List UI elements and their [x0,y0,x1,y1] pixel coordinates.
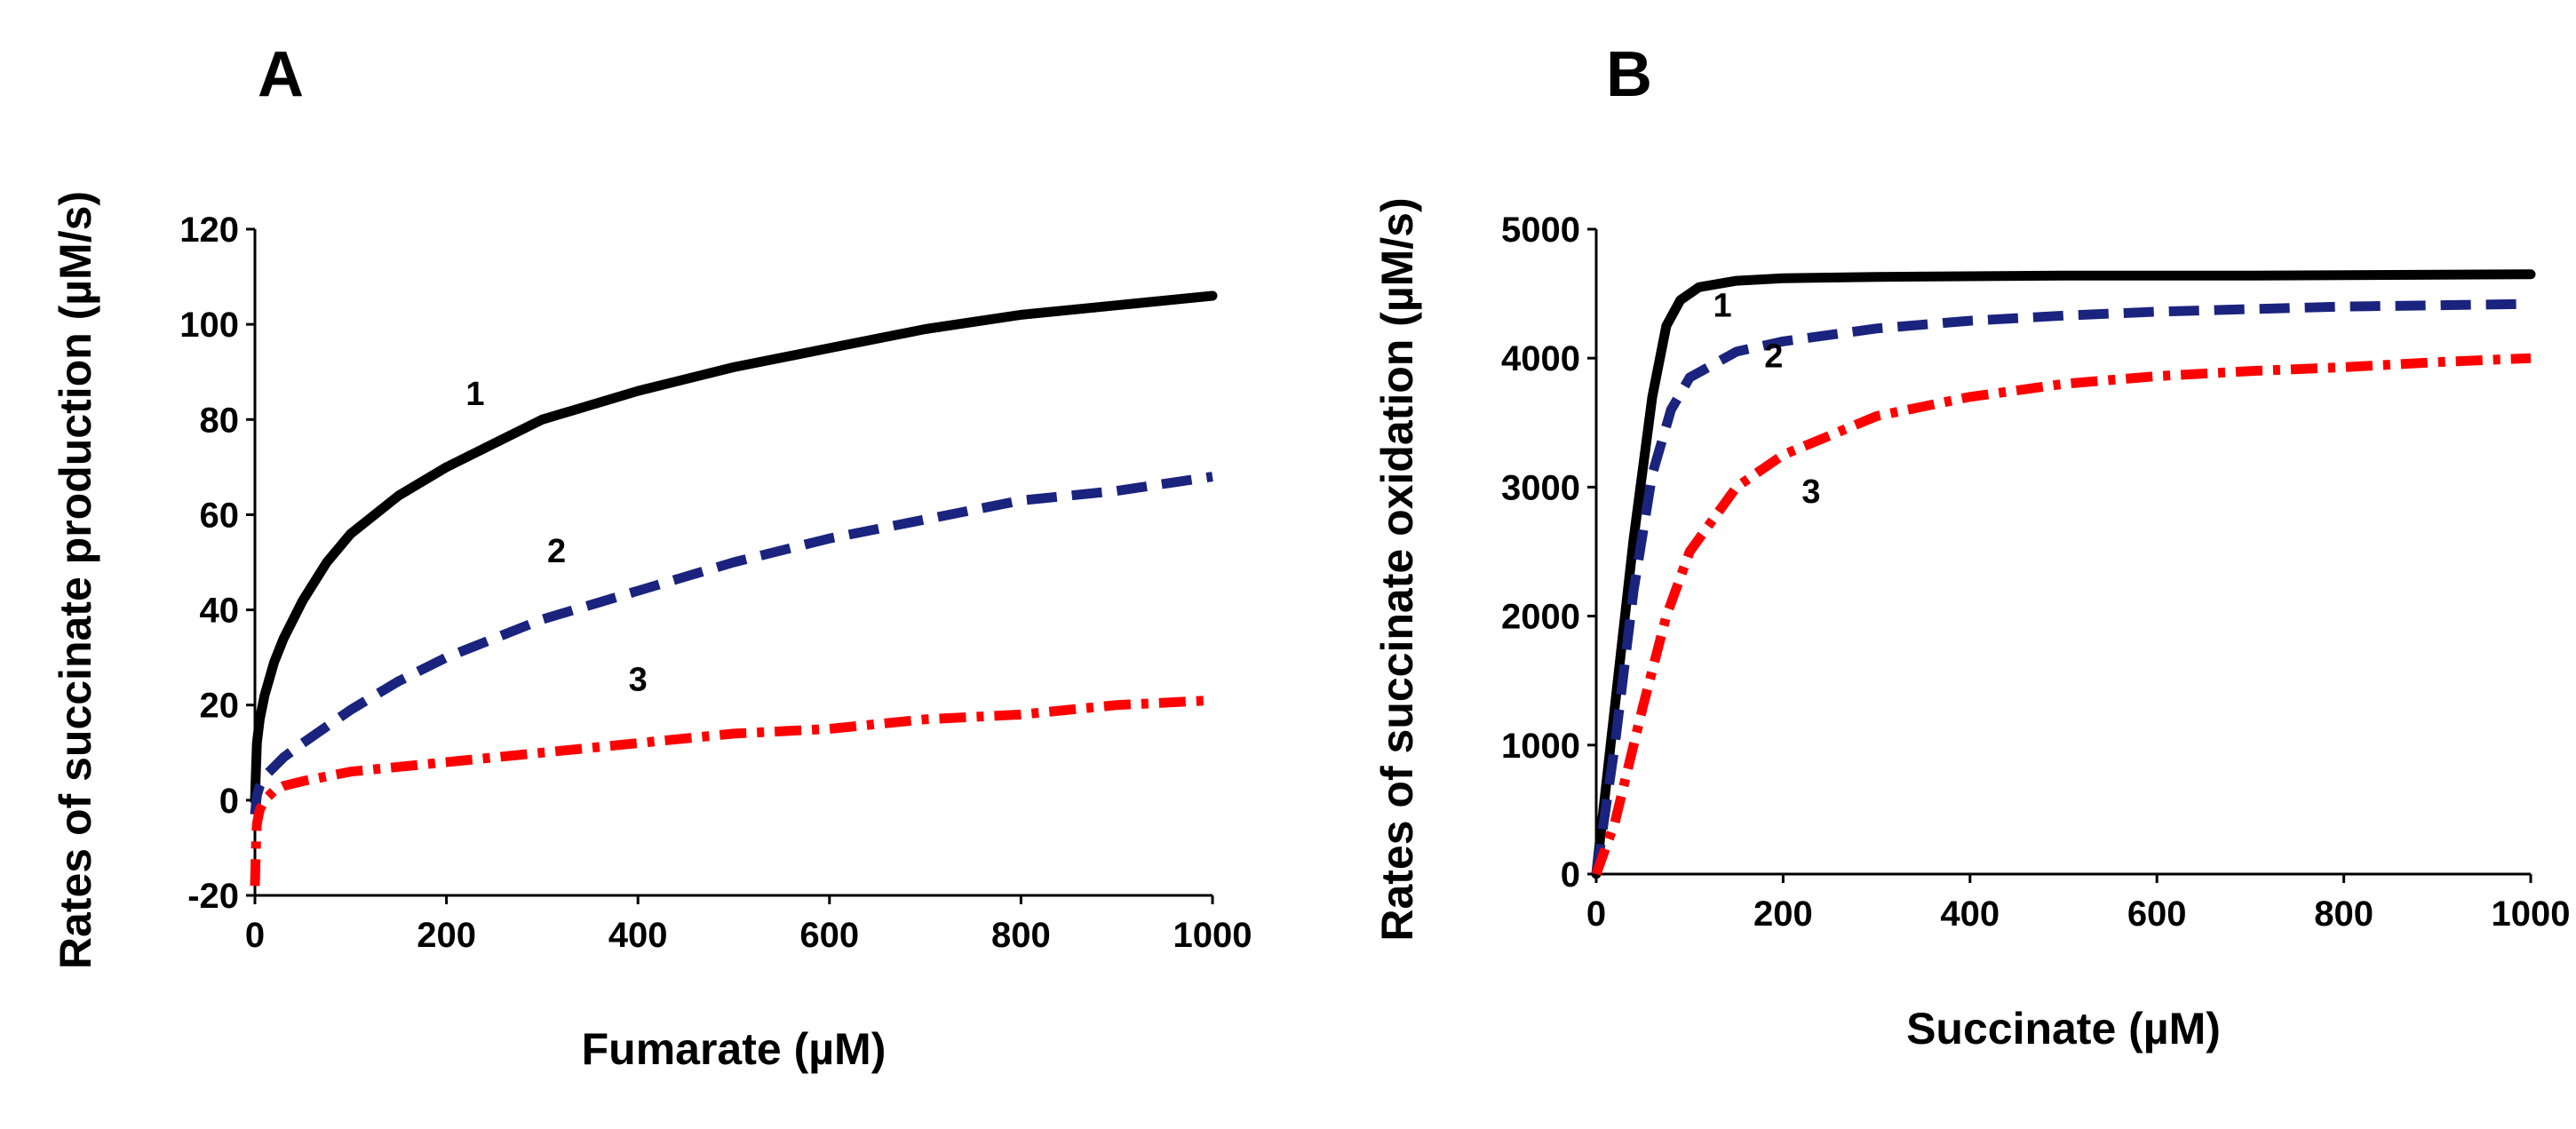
series-1-label: 1 [1713,288,1731,325]
y-tick-label: 100 [179,306,239,345]
y-tick-label: 20 [200,687,240,726]
x-tick-label: 800 [991,916,1051,955]
y-tick-label: 2000 [1501,598,1580,637]
y-tick-label: 5000 [1501,211,1580,250]
y-tick-label: 80 [200,401,240,440]
x-tick-label: 200 [1753,894,1813,934]
x-axis-title: Succinate (µM) [1906,1004,2221,1053]
x-tick-label: 1000 [2492,894,2571,934]
series-2-label: 2 [1764,338,1783,375]
y-tick-label: 0 [1561,855,1580,894]
y-tick-label: 60 [200,496,240,535]
series-2-line [250,472,1213,815]
series-3-label: 3 [1801,473,1820,511]
x-tick-label: 600 [799,916,859,955]
x-tick-label: 200 [417,916,476,955]
x-tick-label: 400 [608,916,668,955]
y-axis-title: Rates of succinate oxidation (µM/s) [1372,197,1422,941]
series-2-label: 2 [547,533,566,570]
y-tick-label: 3000 [1501,468,1580,507]
y-tick-label: 120 [179,211,239,250]
x-tick-label: 800 [2314,894,2373,934]
series-1-line [1591,269,2536,879]
x-tick-label: 600 [2127,894,2187,934]
x-axis-title: Fumarate (µM) [582,1024,886,1074]
panel-letter: B [1606,39,1652,110]
x-tick-label: 0 [245,916,265,955]
y-tick-label: 1000 [1501,727,1580,766]
series-3-line [250,695,1213,887]
x-tick-label: 0 [1586,894,1606,934]
y-tick-label: 4000 [1501,339,1580,378]
x-tick-label: 1000 [1173,916,1252,955]
y-axis-title: Rates of succinate production (µM/s) [51,191,100,969]
series-3-label: 3 [629,662,648,699]
y-tick-label: 40 [200,592,240,631]
x-tick-label: 400 [1940,894,2000,934]
panel-b-chart: B 0 1000 2000 3000 4000 5000 0 200 400 600 800 1000 S… [1372,39,2570,1053]
y-tick-label: 0 [219,782,239,821]
panel-letter: A [258,39,304,110]
series-2-line [1591,298,2532,875]
series-3-line [1591,353,2532,876]
y-tick-label: -20 [187,877,239,916]
series-1-line [250,290,1218,806]
series-1-label: 1 [465,376,484,413]
